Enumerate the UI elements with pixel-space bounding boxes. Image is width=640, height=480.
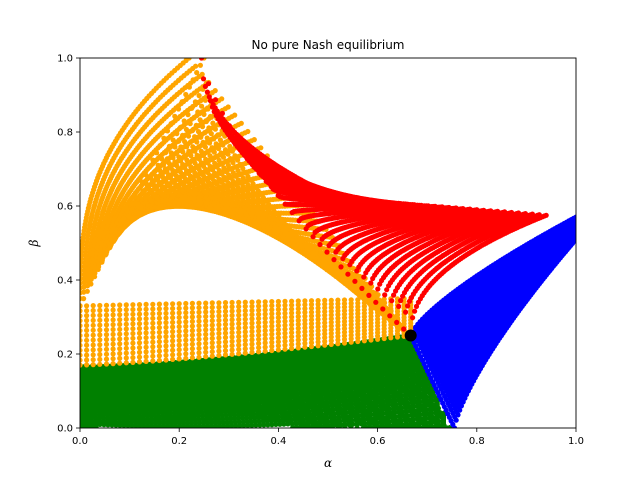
chart-title: No pure Nash equilibrium <box>251 38 404 52</box>
scatter-points <box>80 58 576 428</box>
plot-area <box>79 57 577 429</box>
